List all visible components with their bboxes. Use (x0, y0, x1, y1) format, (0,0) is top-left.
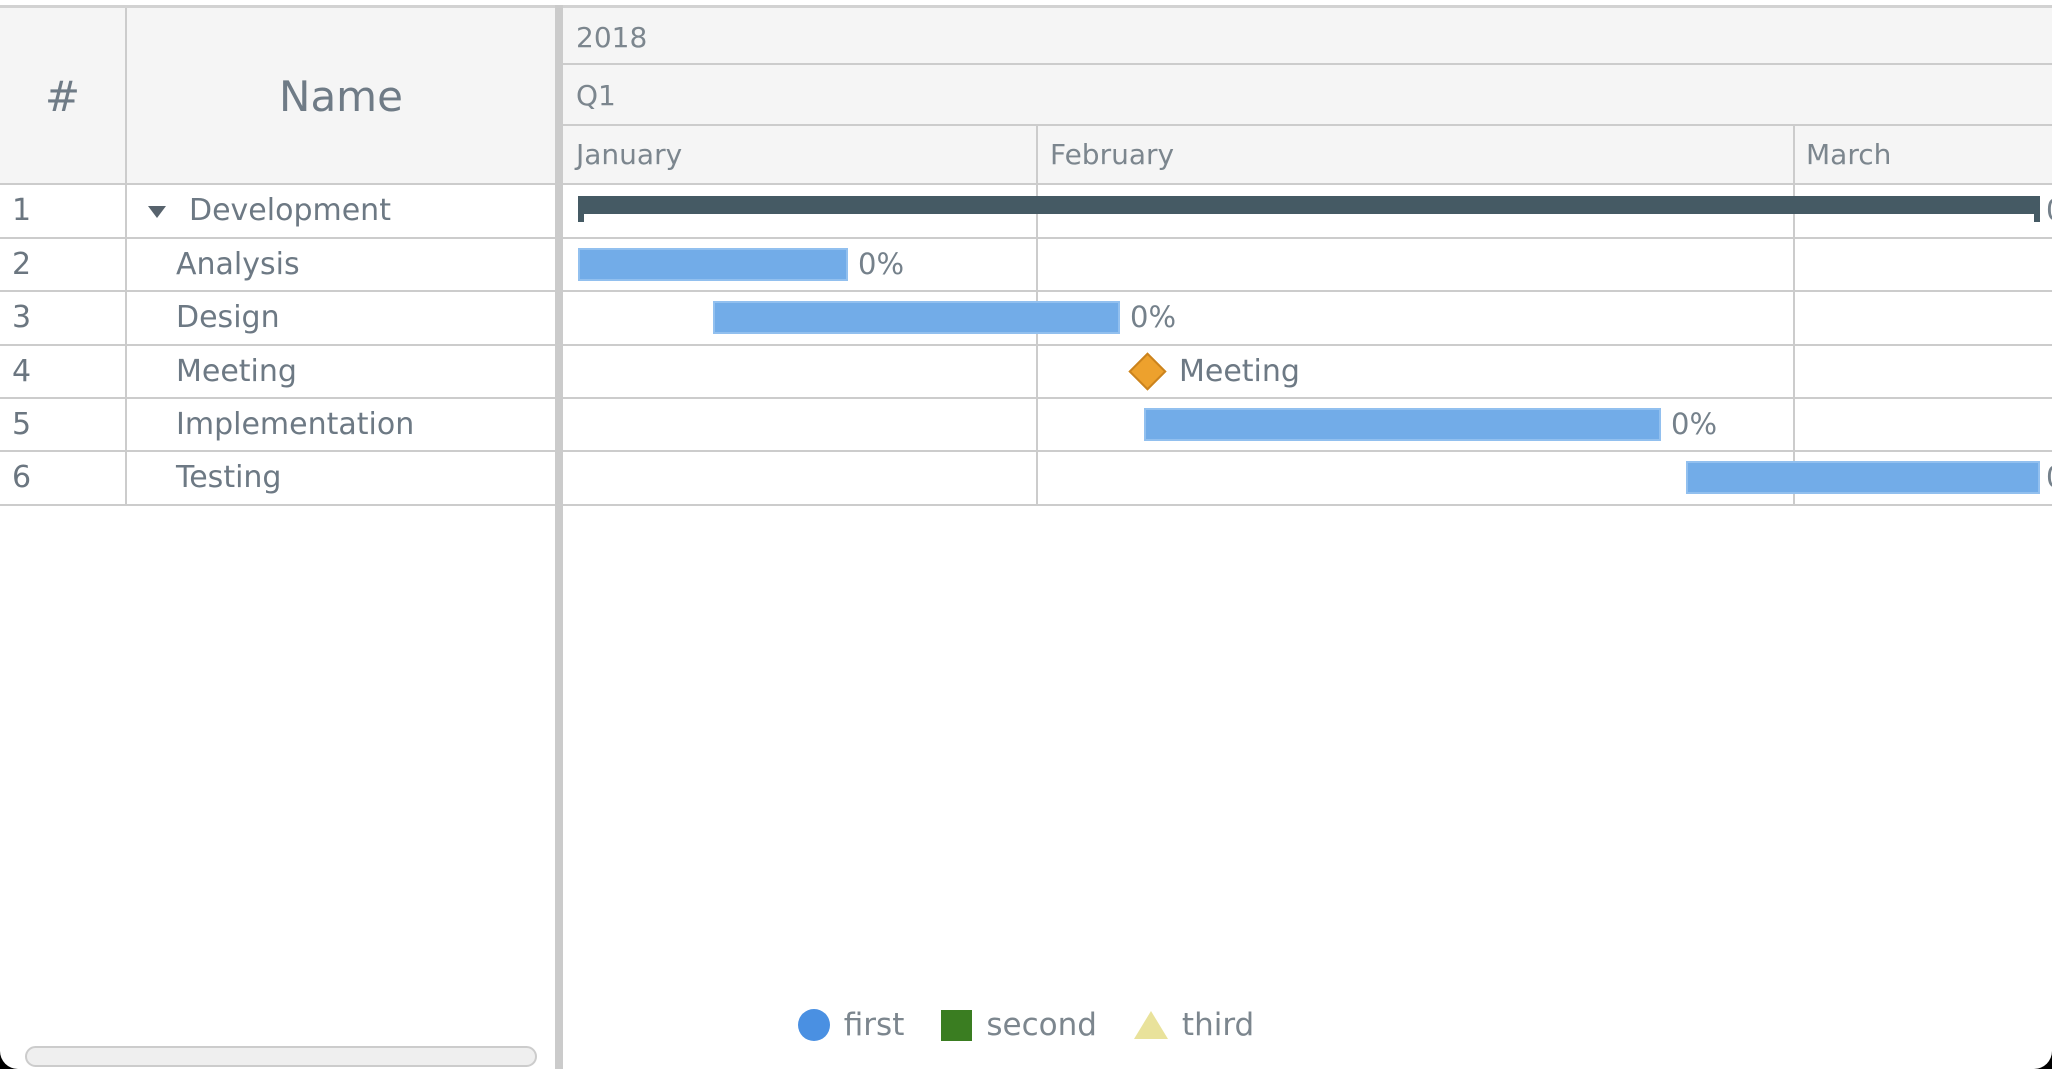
summary-bar-development[interactable] (578, 196, 2040, 222)
row-border (0, 344, 2052, 346)
task-name-label: Development (189, 193, 391, 228)
task-bar-implementation[interactable] (1144, 408, 1661, 441)
progress-label-implementation: 0% (1671, 407, 1718, 441)
task-name-label: Analysis (176, 247, 300, 282)
legend-item-third[interactable]: third (1133, 1007, 1255, 1043)
progress-label-development: 0% (2046, 184, 2052, 237)
horizontal-scrollbar[interactable] (25, 1046, 537, 1067)
milestone-label: Meeting (1179, 354, 1300, 389)
row-number: 5 (12, 407, 32, 442)
row-number: 6 (12, 460, 32, 495)
legend-square-icon (941, 1009, 973, 1041)
legend: first second third (0, 1000, 2052, 1050)
grid-header-name: Name (279, 71, 403, 121)
grid-row-testing[interactable]: 6 Testing (0, 451, 555, 504)
task-bar-design[interactable] (713, 301, 1120, 334)
milestone-diamond-meeting[interactable] (1128, 352, 1167, 391)
progress-label-testing: 0% (2046, 451, 2052, 504)
month-label-february: February (1050, 138, 1175, 171)
month-label-january: January (576, 138, 683, 171)
task-name-label: Design (176, 300, 280, 335)
grid-column-border (125, 8, 127, 505)
row-border (0, 290, 2052, 292)
legend-item-first[interactable]: first (797, 1007, 905, 1043)
task-bar-analysis[interactable] (578, 248, 848, 281)
header-bottom-border (0, 183, 2052, 185)
row-border (0, 397, 2052, 399)
row-border (0, 450, 2052, 452)
task-name-label: Testing (176, 460, 282, 495)
legend-label: third (1181, 1007, 1255, 1043)
timeline-header-background (563, 8, 2052, 184)
month-separator-feb-mar (1793, 126, 1795, 505)
legend-label: first (843, 1007, 905, 1043)
grid-row-design[interactable]: 3 Design (0, 291, 555, 344)
task-bar-testing[interactable] (1686, 461, 2040, 494)
legend-circle-icon (797, 1009, 830, 1041)
legend-triangle-icon (1133, 1011, 1168, 1039)
progress-label-design: 0% (1130, 300, 1177, 334)
top-border (0, 5, 2052, 8)
grid-header-number: # (44, 71, 81, 121)
quarter-row-border (563, 124, 2052, 126)
row-number: 1 (12, 193, 32, 228)
legend-label: second (986, 1007, 1097, 1043)
month-label-march: March (1806, 138, 1892, 171)
quarter-label: Q1 (576, 79, 616, 112)
progress-label-analysis: 0% (858, 247, 905, 281)
year-row-border (563, 63, 2052, 65)
summary-bar-right-bracket (2034, 196, 2040, 222)
grid-row-meeting[interactable]: 4 Meeting (0, 345, 555, 398)
grid-row-development[interactable]: 1 Development (0, 184, 555, 237)
grid-header-background (0, 8, 555, 184)
grid-row-implementation[interactable]: 5 Implementation (0, 398, 555, 451)
legend-item-second[interactable]: second (941, 1007, 1097, 1043)
summary-bar-left-bracket (578, 196, 584, 222)
collapse-expander-icon[interactable] (148, 206, 166, 218)
summary-bar-body (578, 196, 2040, 214)
grid-row-analysis[interactable]: 2 Analysis (0, 238, 555, 291)
year-label: 2018 (576, 21, 648, 54)
row-border (0, 237, 2052, 239)
row-border (0, 504, 2052, 506)
row-number: 3 (12, 300, 32, 335)
task-name-label: Meeting (176, 354, 297, 389)
row-number: 2 (12, 247, 32, 282)
grid-timeline-splitter[interactable] (555, 5, 563, 1069)
task-name-label: Implementation (176, 407, 415, 442)
row-number: 4 (12, 354, 32, 389)
